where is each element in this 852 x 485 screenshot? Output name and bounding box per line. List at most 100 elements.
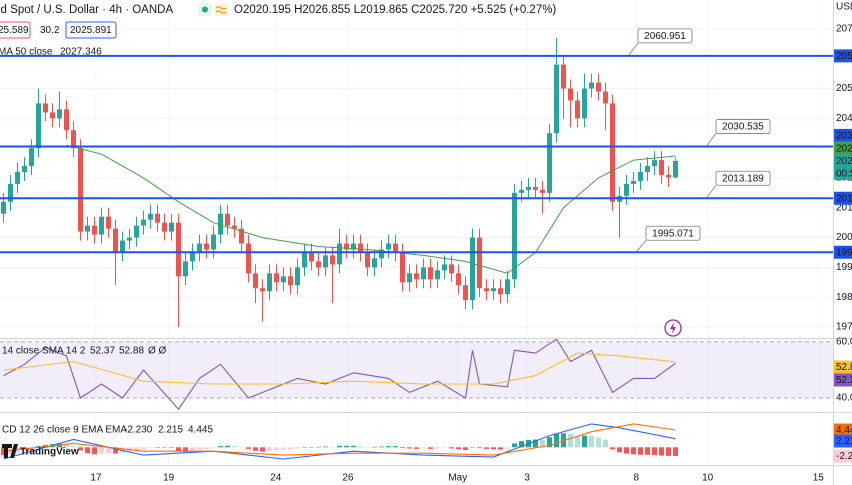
histogram-bar	[141, 447, 146, 450]
candle-body	[491, 288, 496, 292]
spread: 30.2	[40, 25, 60, 36]
candle-body	[260, 288, 265, 292]
histogram-bar	[106, 447, 111, 454]
histogram-bar	[330, 446, 335, 448]
histogram-bar	[302, 447, 307, 448]
x-tick-label: 17	[90, 473, 102, 484]
ema-tag: 2027	[836, 144, 852, 155]
candle-body	[323, 255, 328, 268]
sell-price: 25.589	[0, 25, 29, 36]
level-label-box	[715, 170, 771, 186]
histogram-bar	[582, 435, 587, 448]
legend-value: 4.445	[188, 425, 213, 436]
histogram-bar	[148, 447, 153, 449]
histogram-bar	[498, 447, 503, 450]
candle-body	[218, 213, 223, 235]
histogram-bar	[1, 447, 6, 456]
candle-body	[302, 252, 307, 268]
candle-body	[631, 180, 636, 184]
candle-body	[267, 273, 272, 292]
x-tick-label: 19	[163, 473, 175, 484]
price-axis-unit: USD	[836, 2, 852, 13]
histogram-bar	[309, 446, 314, 448]
histogram-bar	[225, 445, 230, 448]
candle-body	[141, 219, 146, 226]
histogram-bar	[477, 447, 482, 449]
level-tag: 2059	[836, 51, 852, 62]
rsi-band	[0, 341, 833, 398]
candle-body	[484, 288, 489, 292]
pane-title: CD 12 26 close 9 EMA EMA	[2, 425, 127, 436]
level-leader	[706, 185, 717, 198]
histogram-bar	[449, 447, 454, 449]
last-value-tag: 52.37	[836, 375, 852, 386]
candle-body	[71, 130, 76, 149]
histogram-bar	[470, 446, 475, 448]
histogram-bar	[428, 447, 433, 449]
candle-body	[162, 222, 167, 232]
candle-body	[50, 112, 55, 119]
histogram-bar	[631, 447, 636, 455]
histogram-bar	[134, 447, 139, 451]
histogram-bar	[218, 446, 223, 448]
candle-body	[148, 213, 153, 220]
histogram-bar	[71, 445, 76, 448]
candle-body	[316, 261, 321, 268]
delay-icon-waves	[215, 6, 227, 14]
candle-body	[246, 243, 251, 274]
candle-body	[589, 82, 594, 89]
level-label-box	[637, 28, 693, 44]
histogram-bar	[400, 447, 405, 449]
histogram-bar	[533, 439, 538, 448]
histogram-bar	[78, 447, 83, 451]
histogram-bar	[379, 446, 384, 448]
y-tick-label: 40.00	[836, 393, 852, 404]
histogram-bar	[232, 446, 237, 448]
histogram-bar	[463, 447, 468, 451]
histogram-bar	[344, 445, 349, 448]
histogram-bar	[421, 447, 426, 449]
histogram-bar	[197, 447, 202, 451]
x-tick-label: 10	[702, 473, 714, 484]
candle-body	[547, 133, 552, 193]
level-tag-bg	[834, 128, 852, 142]
candle-body	[505, 279, 510, 295]
candle-body	[239, 228, 244, 244]
x-tick-label: 15	[813, 473, 825, 484]
candle-body	[435, 270, 440, 280]
histogram-bar	[169, 447, 174, 448]
candle-body	[533, 186, 538, 190]
y-tick-label: 2000	[836, 232, 852, 243]
histogram-bar	[491, 447, 496, 450]
histogram-bar	[610, 447, 615, 450]
candle-body	[22, 166, 27, 172]
candle-body	[449, 264, 454, 274]
histogram-bar	[190, 447, 195, 452]
countdown-tag: 00:5	[836, 169, 852, 180]
histogram-bar	[183, 447, 188, 452]
candle-body	[666, 174, 671, 178]
level-label-box	[645, 225, 701, 241]
histogram-bar	[211, 447, 216, 449]
x-tick-label: 24	[270, 473, 282, 484]
x-tick-label: 26	[342, 473, 354, 484]
candle-body	[106, 216, 111, 229]
x-tick-label: 8	[634, 473, 640, 484]
histogram-bar	[316, 446, 321, 448]
histogram-bar	[505, 447, 510, 449]
level-label: 1995.071	[652, 228, 694, 239]
histogram-bar	[456, 447, 461, 450]
level-label: 2013.189	[722, 173, 764, 184]
candle-body	[659, 160, 664, 175]
histogram-bar	[204, 447, 209, 450]
macd-tag: 2.215	[836, 436, 852, 447]
y-tick-label: 2070	[836, 24, 852, 35]
candle-body	[379, 249, 384, 259]
candle-body	[344, 243, 349, 250]
candle-body	[463, 285, 468, 301]
histogram-bar	[113, 447, 118, 454]
price-tag: 2025	[836, 156, 852, 167]
legend-value: 52.37	[90, 346, 115, 357]
histogram-bar	[386, 446, 391, 448]
